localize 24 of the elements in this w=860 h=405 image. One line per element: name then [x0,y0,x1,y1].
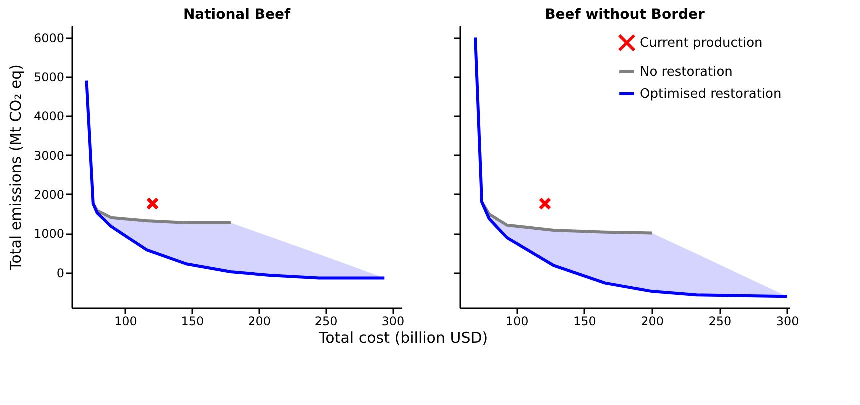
y-tick-label: 1000 [34,227,64,242]
x-tick-label: 150 [181,314,204,328]
chart-title: National Beef [183,7,292,23]
x-tick-label: 150 [573,314,596,328]
y-tick-label: 3000 [34,148,64,163]
x-tick-label: 100 [506,314,529,328]
x-tick-label: 300 [776,314,800,328]
chart-title: Beef without Border [545,7,705,23]
x-tick-label: 300 [382,314,405,328]
legend-label: Current production [640,36,763,51]
y-tick-label: 4000 [34,110,64,124]
y-tick-label: 2000 [34,188,64,202]
x-tick-label: 200 [641,314,664,328]
y-tick-label: 6000 [34,31,64,46]
y-axis-title: Total emissions (Mt CO₂ eq) [6,64,25,272]
legend-label: No restoration [640,65,733,80]
x-axis-title: Total cost (billion USD) [318,329,488,347]
x-tick-label: 100 [114,314,138,328]
x-tick-label: 200 [248,314,271,328]
x-tick-label: 250 [314,314,338,328]
legend-label: Optimised restoration [640,87,782,102]
x-tick-label: 250 [708,314,732,328]
y-tick-label: 0 [56,266,64,280]
y-tick-label: 5000 [34,70,64,84]
